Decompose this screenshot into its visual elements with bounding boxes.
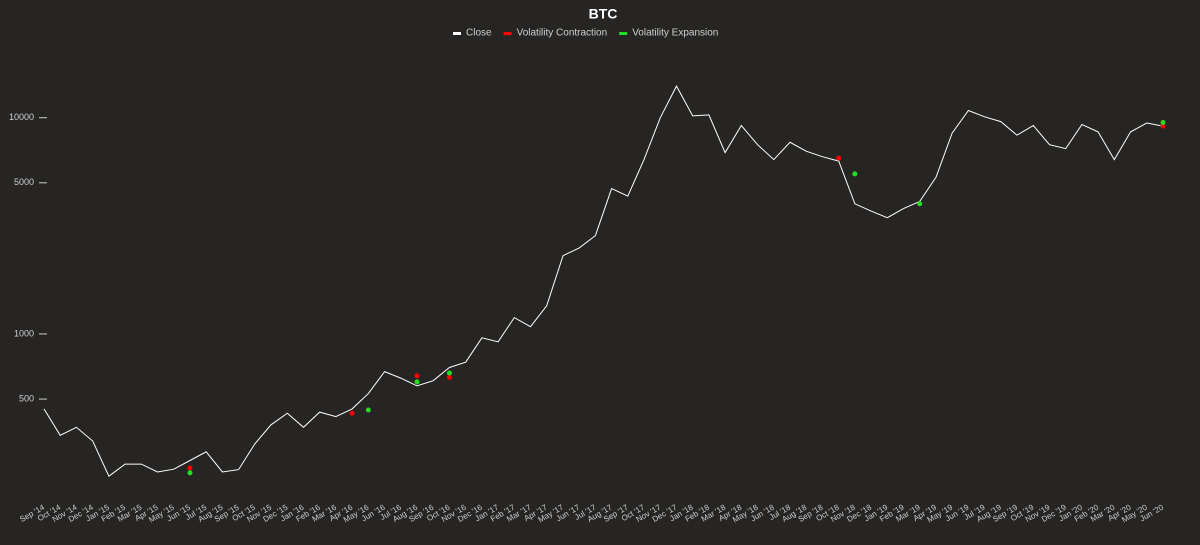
- legend-label: Volatility Expansion: [632, 28, 718, 39]
- chart-title: BTC: [589, 6, 618, 22]
- marker: [187, 470, 193, 476]
- legend-swatch: [453, 32, 461, 35]
- marker: [414, 373, 420, 379]
- close-line: [43, 85, 1164, 477]
- marker: [187, 465, 193, 471]
- marker: [852, 171, 858, 177]
- y-tick-label: 1000: [14, 328, 34, 338]
- marker: [1160, 120, 1166, 126]
- legend-label: Volatility Contraction: [517, 28, 608, 39]
- y-tick-label: 10000: [9, 112, 34, 122]
- marker: [836, 155, 842, 161]
- y-tick-label: 500: [19, 393, 34, 403]
- marker: [414, 379, 420, 385]
- marker: [365, 407, 371, 413]
- marker: [1160, 123, 1166, 129]
- legend-swatch: [503, 32, 512, 35]
- marker: [349, 410, 355, 416]
- legend-label: Close: [466, 28, 492, 39]
- y-tick-label: 5000: [14, 177, 34, 187]
- marker: [917, 201, 923, 207]
- legend-swatch: [619, 32, 628, 35]
- marker: [446, 370, 452, 376]
- marker: [446, 374, 452, 380]
